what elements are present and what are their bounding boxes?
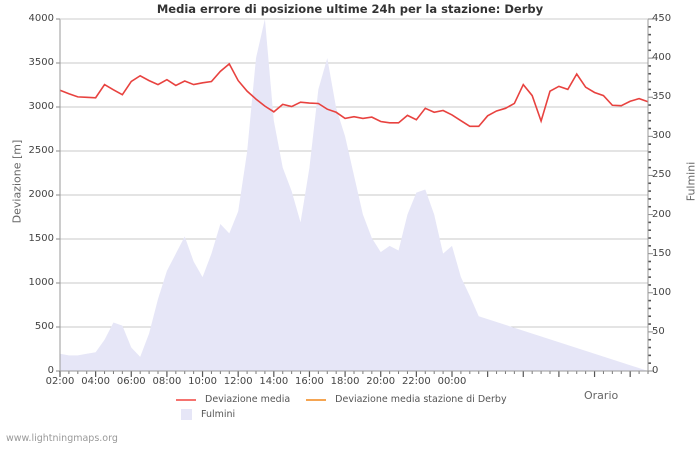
x-tick-label: 12:00 bbox=[223, 376, 253, 387]
x-tick-label: 14:00 bbox=[259, 376, 289, 387]
x-tick-label: 06:00 bbox=[116, 376, 146, 387]
right-tick-label: 200 bbox=[652, 208, 672, 220]
left-axis-ticks bbox=[56, 18, 60, 372]
right-tick-label: 0 bbox=[652, 365, 659, 376]
legend-line-swatch-orange bbox=[306, 398, 327, 401]
legend-label-fulmini: Fulmini bbox=[201, 409, 236, 420]
right-tick-label: 300 bbox=[652, 130, 672, 142]
left-tick-label: 0 bbox=[47, 365, 54, 376]
right-tick-label: 450 bbox=[652, 13, 672, 24]
left-tick-label: 2000 bbox=[28, 189, 54, 200]
right-tick-label: 350 bbox=[652, 91, 672, 103]
right-tick-label: 50 bbox=[652, 325, 665, 337]
x-tick-label: 04:00 bbox=[81, 376, 111, 387]
x-tick-label: 18:00 bbox=[330, 376, 360, 387]
chart-title: Media errore di posizione ultime 24h per… bbox=[156, 2, 544, 16]
y-axis-title-right: Fulmini bbox=[684, 161, 698, 202]
left-tick-label: 4000 bbox=[28, 13, 54, 24]
fulmini-area bbox=[60, 19, 648, 371]
left-tick-label: 500 bbox=[34, 321, 54, 332]
right-tick-label: 250 bbox=[652, 169, 672, 181]
x-tick-label: 20:00 bbox=[366, 376, 396, 387]
legend-area-swatch-lavender bbox=[181, 409, 192, 420]
chart-legend: Deviazione media Deviazione media stazio… bbox=[176, 392, 596, 422]
legend-item-deviazione-stazione[interactable]: Deviazione media stazione di Derby bbox=[306, 394, 507, 405]
x-tick-label: 00:00 bbox=[437, 376, 467, 387]
right-tick-label: 400 bbox=[652, 52, 672, 64]
legend-line-swatch-red bbox=[176, 398, 196, 401]
legend-row-2: Fulmini bbox=[176, 407, 596, 422]
right-tick-label: 150 bbox=[652, 247, 672, 259]
deviazione-media-line bbox=[59, 62, 649, 128]
y-axis-title-left: Deviazione [m] bbox=[10, 139, 24, 224]
left-tick-label: 3000 bbox=[28, 101, 54, 112]
legend-label-deviazione-stazione: Deviazione media stazione di Derby bbox=[335, 394, 507, 405]
right-tick-label: 100 bbox=[652, 286, 672, 298]
legend-row-1: Deviazione media Deviazione media stazio… bbox=[176, 392, 596, 407]
left-tick-label: 3500 bbox=[28, 57, 54, 68]
left-tick-label: 1500 bbox=[28, 233, 54, 244]
x-tick-label: 02:00 bbox=[45, 376, 75, 387]
right-axis-tick-labels: 0 50 100 150 200 250 300 350 400 450 bbox=[652, 0, 698, 450]
legend-item-fulmini[interactable]: Fulmini bbox=[176, 409, 235, 420]
left-axis-tick-labels: 0 500 1000 1500 2000 2500 3000 3500 4000 bbox=[8, 0, 54, 450]
legend-label-deviazione-media: Deviazione media bbox=[205, 394, 291, 405]
x-tick-label: 22:00 bbox=[401, 376, 431, 387]
legend-item-deviazione-media[interactable]: Deviazione media bbox=[176, 394, 290, 405]
x-tick-label: 16:00 bbox=[295, 376, 324, 387]
x-tick-label: 10:00 bbox=[188, 376, 217, 387]
x-tick-label: 08:00 bbox=[152, 376, 182, 387]
left-tick-label: 1000 bbox=[28, 277, 54, 288]
watermark-text: www.lightningmaps.org bbox=[6, 433, 118, 444]
x-axis-title: Orario bbox=[584, 389, 619, 402]
left-tick-label: 2500 bbox=[28, 145, 54, 156]
